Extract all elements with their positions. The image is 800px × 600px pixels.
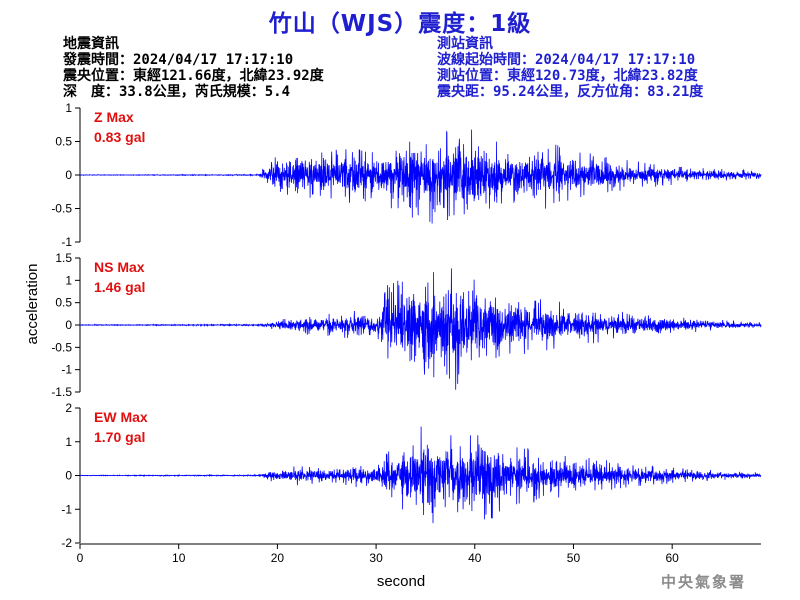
station-location: 測站位置：東經120.73度，北緯23.82度 [437,68,698,84]
series-z [79,129,762,224]
y-axis-label: acceleration [24,264,41,345]
x-axis-label: second [377,573,425,590]
panel-ew: 2 1 0 -1 -2 EW Max 1.70 gal [61,401,762,550]
watermark: 中央氣象署 [660,573,746,591]
y-tick-label: -1 [61,363,72,377]
series-ew [79,426,762,524]
earthquake-info-heading: 地震資訊 [63,36,119,52]
epicentral-distance: 震央距：95.24公里，反方位角：83.21度 [437,84,704,100]
panel-ns: 1.5 1 0.5 0 -0.5 -1 -1.5 NS Max 1.46 gal [51,251,762,399]
y-tick-label: 0.5 [55,135,72,149]
max-value-ew: 1.70 gal [94,429,145,445]
y-tick-label: -2 [61,536,72,550]
max-value-z: 0.83 gal [94,129,145,145]
y-tick-label: 1 [65,435,72,449]
station-info: 測站資訊 波線起始時間：2024/04/17 17:17:10 測站位置：東經1… [437,36,703,100]
series-ns [80,268,762,390]
x-tick-label: 30 [369,551,383,565]
y-tick-label: 1.5 [55,251,72,265]
y-tick-label: 0 [65,168,72,182]
y-tick-label: 0.5 [55,296,72,310]
depth-magnitude: 深 度：33.8公里，芮氏規模：5.4 [63,84,291,100]
x-tick-label: 50 [567,551,581,565]
chart-title: 竹山（WJS）震度：1級 [268,11,532,37]
y-tick-label: -1 [61,235,72,249]
y-tick-label: 1 [65,101,72,115]
y-tick-label: -0.5 [51,202,72,216]
epicenter-location: 震央位置：東經121.66度，北緯23.92度 [63,68,324,84]
y-tick-label: 1 [65,273,72,287]
y-tick-label: -0.5 [51,340,72,354]
x-tick-label: 40 [468,551,482,565]
max-title-ns: NS Max [94,259,145,275]
earthquake-info: 地震資訊 發震時間：2024/04/17 17:17:10 震央位置：東經121… [63,36,324,100]
station-info-heading: 測站資訊 [437,36,493,52]
panel-z: 1 0.5 0 -0.5 -1 Z Max 0.83 gal [51,101,762,249]
origin-time: 發震時間：2024/04/17 17:17:10 [63,52,294,68]
max-title-z: Z Max [94,109,134,125]
waveform-start-time: 波線起始時間：2024/04/17 17:17:10 [437,52,696,68]
max-value-ns: 1.46 gal [94,279,145,295]
y-tick-label: 0 [65,318,72,332]
x-tick-label: 20 [271,551,285,565]
x-tick-label: 0 [77,551,84,565]
y-tick-label: -1 [61,502,72,516]
x-tick-label: 60 [665,551,679,565]
y-tick-label: 0 [65,469,72,483]
max-title-ew: EW Max [94,409,148,425]
y-tick-label: -1.5 [51,385,72,399]
x-tick-label: 10 [172,551,186,565]
y-tick-label: 2 [65,401,72,415]
